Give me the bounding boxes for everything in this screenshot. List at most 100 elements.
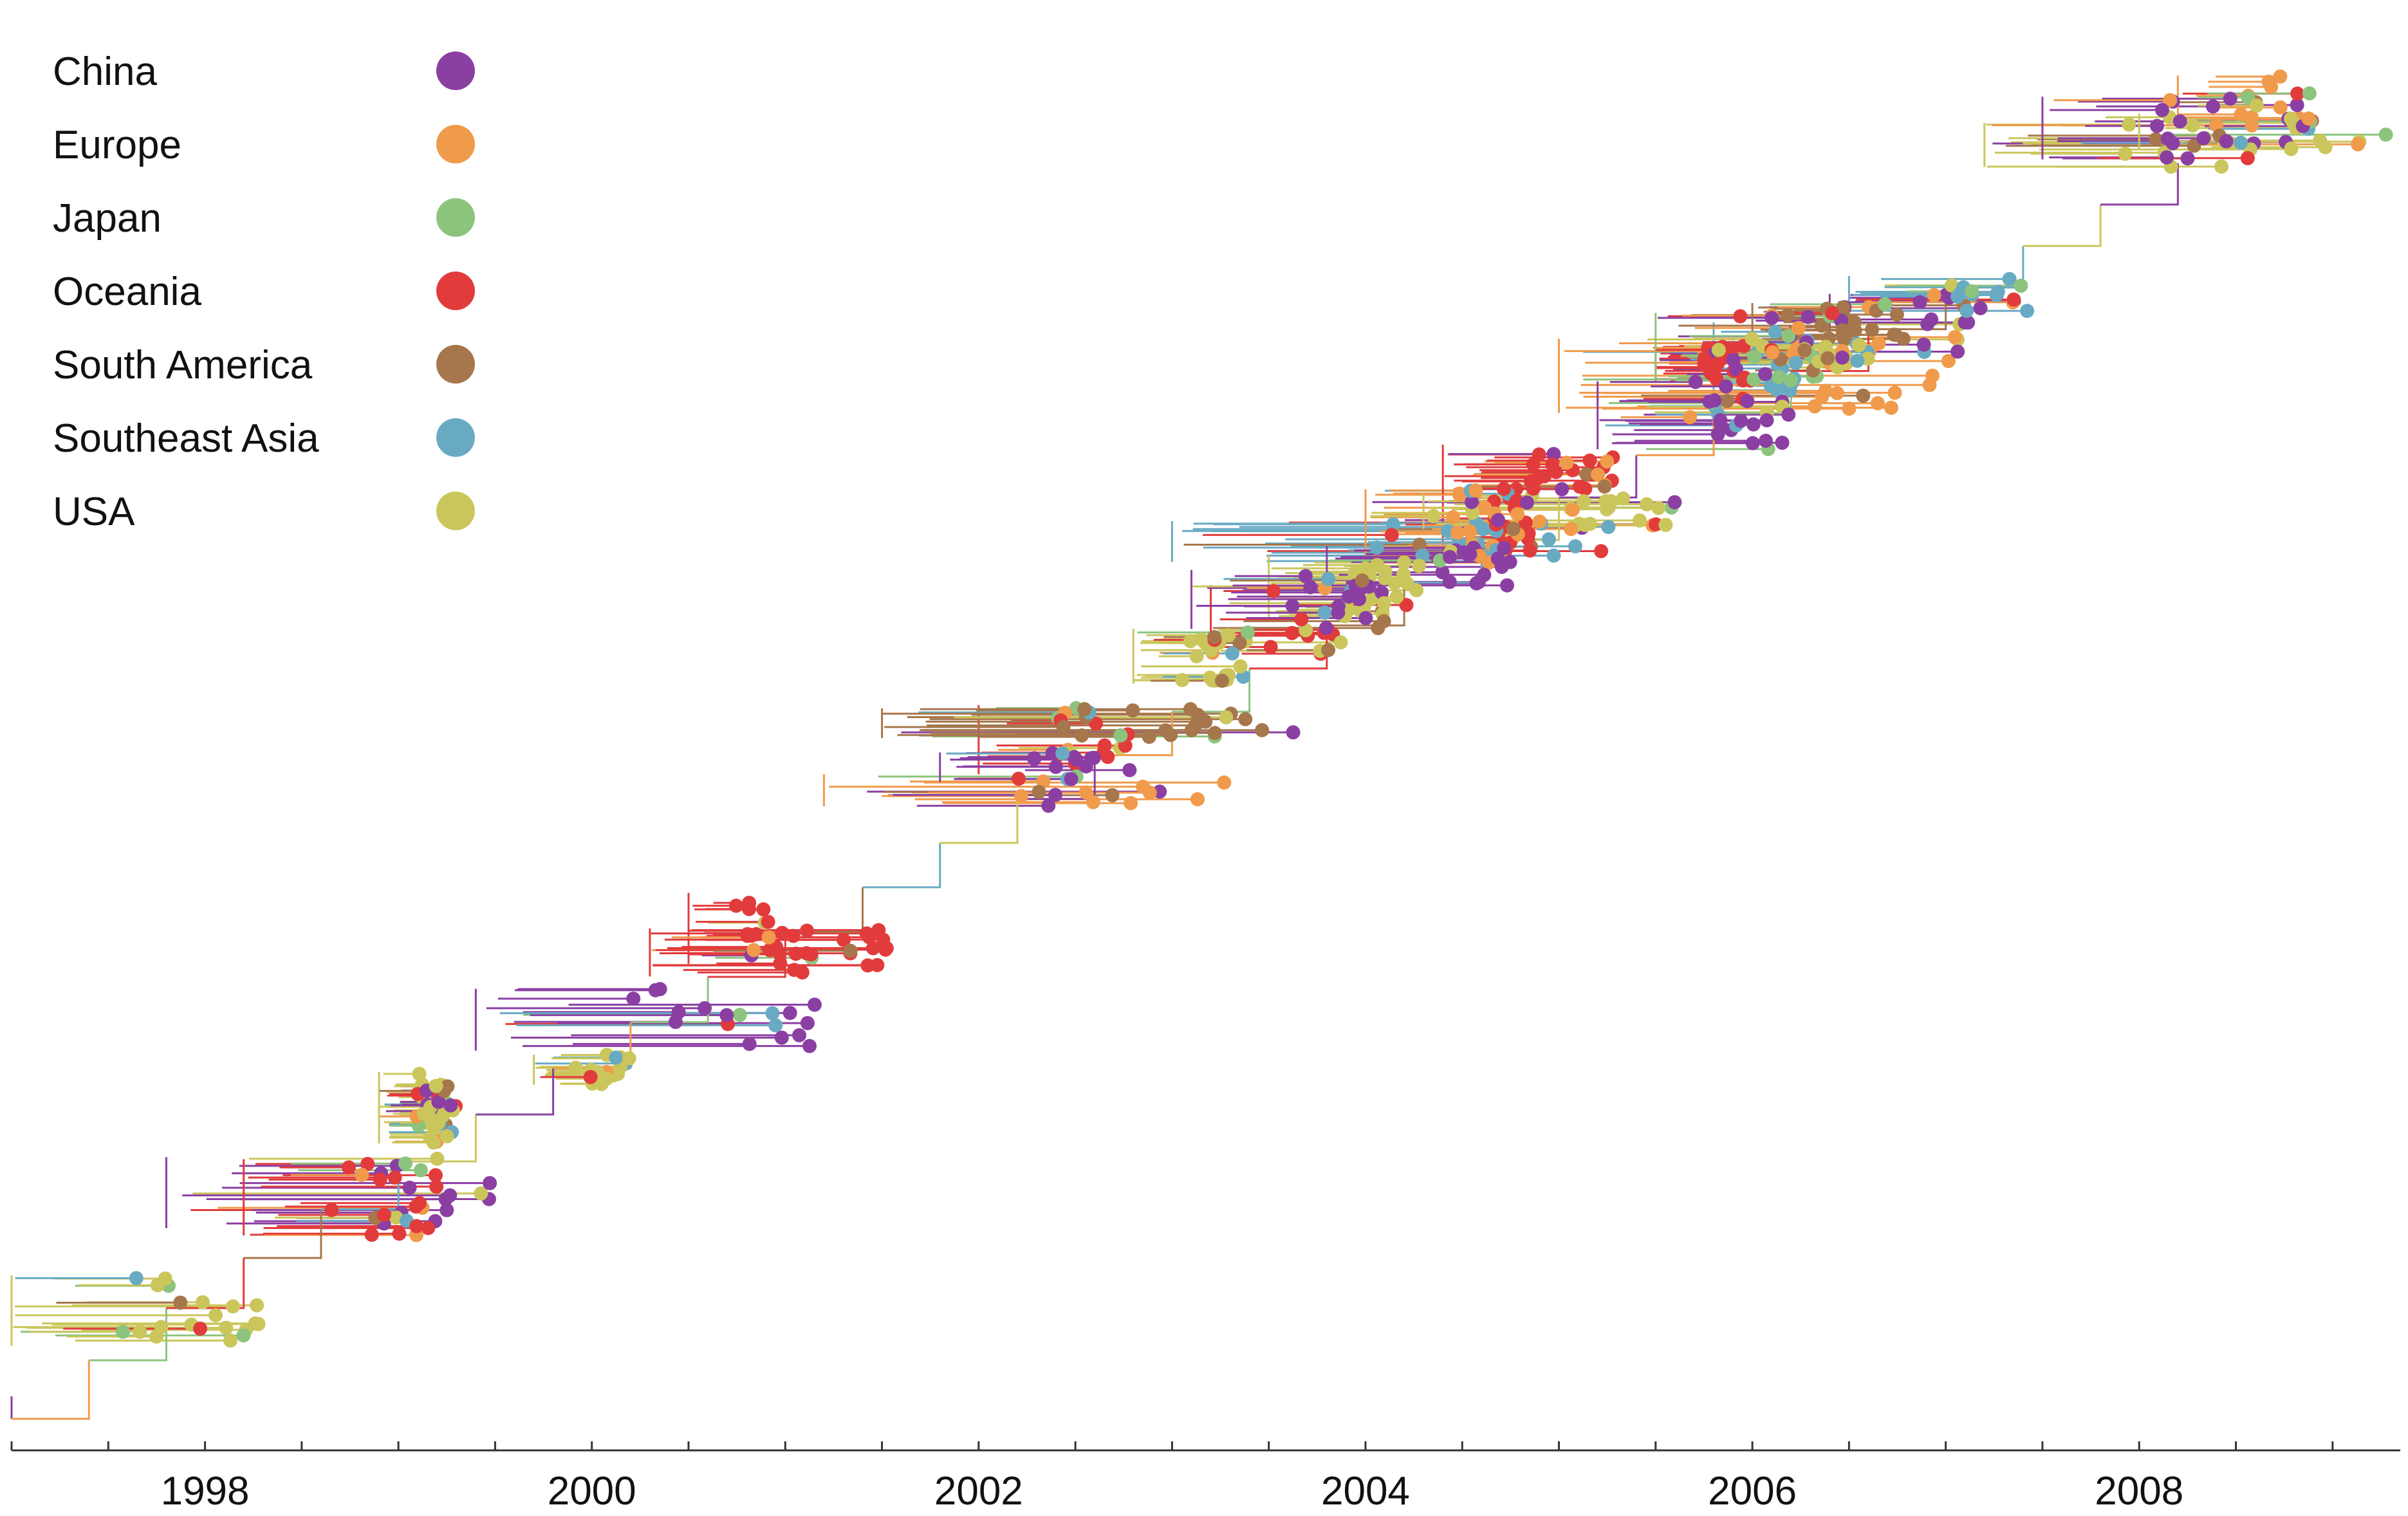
tip-china xyxy=(443,1188,458,1203)
tip-southeast_asia xyxy=(1384,528,1399,542)
tip-china xyxy=(324,1203,339,1217)
tip-south_america xyxy=(1163,728,1178,743)
tip-europe xyxy=(1124,796,1138,811)
legend-item-europe: Europe xyxy=(53,123,475,167)
tip-usa xyxy=(1564,522,1579,537)
tip-china xyxy=(1443,550,1458,564)
tip-usa xyxy=(2148,132,2163,147)
tip-southeast_asia xyxy=(1385,517,1400,532)
trunk-segment xyxy=(476,1068,555,1116)
tip-usa xyxy=(2284,141,2299,156)
tip-china xyxy=(1027,751,1042,766)
tip-china xyxy=(1719,394,1734,409)
tip-usa xyxy=(1633,513,1647,528)
tip-south_america xyxy=(1865,322,1880,337)
tip-southeast_asia xyxy=(2020,304,2035,319)
tip-europe xyxy=(1452,486,1467,501)
legend-swatch xyxy=(436,418,475,457)
tip-china xyxy=(807,997,822,1012)
tip-usa xyxy=(173,1295,188,1310)
tip-usa xyxy=(193,1321,208,1336)
trunk-segment xyxy=(940,799,1019,844)
tip-china xyxy=(1064,772,1079,786)
tip-usa xyxy=(2351,137,2366,152)
tip-china xyxy=(1500,578,1515,593)
tip-usa xyxy=(219,1320,234,1335)
tip-china xyxy=(626,991,641,1006)
tip-oceania xyxy=(1497,481,1512,496)
tip-china xyxy=(1707,393,1722,408)
tip-china xyxy=(742,1037,757,1051)
tip-oceania xyxy=(1591,467,1606,482)
tip-europe xyxy=(1941,354,1956,369)
tip-china xyxy=(1713,413,1728,428)
x-tick-label: 1998 xyxy=(161,1469,250,1513)
tip-europe xyxy=(1506,522,1521,537)
tip-china xyxy=(1084,751,1098,766)
tip-usa xyxy=(1194,632,1209,647)
tip-europe xyxy=(1048,788,1062,802)
tip-oceania xyxy=(1526,481,1541,496)
tip-china xyxy=(648,983,663,997)
tip-europe xyxy=(2273,100,2288,115)
tip-china xyxy=(2172,114,2187,129)
tip-china xyxy=(2150,118,2165,133)
tip-south_america xyxy=(1238,712,1253,726)
tip-oceania xyxy=(1333,635,1348,650)
tip-usa xyxy=(594,1077,609,1091)
tip-southeast_asia xyxy=(1990,286,2005,301)
legend-label: Oceania xyxy=(53,270,201,314)
tip-southeast_asia xyxy=(1768,324,1783,339)
tip-china xyxy=(1067,750,1082,764)
tip-usa xyxy=(1667,495,1682,510)
tip-europe xyxy=(1856,388,1871,403)
tip-oceania xyxy=(376,1207,391,1222)
tip-china xyxy=(1490,551,1505,566)
tip-oceania xyxy=(1526,457,1541,472)
tip-oceania xyxy=(1559,456,1574,470)
tip-usa xyxy=(248,1316,263,1331)
tip-china xyxy=(1688,374,1703,389)
tip-usa xyxy=(1377,571,1392,586)
tip-japan xyxy=(1733,309,1748,324)
tip-china xyxy=(483,1176,497,1190)
tip-china xyxy=(1497,541,1512,555)
legend-swatch xyxy=(436,51,475,90)
tree-branches xyxy=(10,75,2386,1420)
tip-oceania xyxy=(364,1227,379,1242)
tip-oceania xyxy=(772,946,787,961)
tip-china xyxy=(1924,312,1939,327)
tip-usa xyxy=(1409,583,1424,598)
tip-oceania xyxy=(1579,467,1594,481)
tip-oceania xyxy=(421,1221,436,1235)
tip-china xyxy=(1298,569,1313,584)
tip-china xyxy=(1011,772,1026,786)
tip-oceania xyxy=(1263,640,1278,654)
tip-usa xyxy=(250,1298,264,1313)
time-axis: 1998 2000 2002 2004 2006 2008 xyxy=(10,1441,2400,1513)
tip-usa xyxy=(1203,670,1218,685)
trunk-segment xyxy=(785,887,864,933)
tip-europe xyxy=(2290,98,2304,113)
legend-swatch xyxy=(436,345,475,384)
tip-usa xyxy=(1820,351,1835,365)
tip-china xyxy=(2223,91,2237,106)
tip-south_america xyxy=(1825,306,1840,320)
tip-europe xyxy=(1922,378,1937,393)
tip-japan xyxy=(1765,345,1780,360)
tip-usa xyxy=(1389,589,1404,604)
tip-south_america xyxy=(1219,710,1234,725)
tip-usa xyxy=(115,1324,130,1339)
tip-china xyxy=(1913,295,1927,310)
tip-china xyxy=(1055,746,1070,761)
tip-china xyxy=(1442,575,1457,589)
tip-usa xyxy=(416,1106,431,1121)
tip-europe xyxy=(1079,785,1093,800)
trunk-segment xyxy=(243,1209,322,1259)
tip-oceania xyxy=(1266,584,1281,598)
tip-china xyxy=(474,1186,488,1201)
tip-usa xyxy=(129,1271,144,1286)
tip-china xyxy=(1950,344,1965,359)
trunk-segment xyxy=(12,1360,90,1420)
tip-south_america xyxy=(1835,300,1850,315)
